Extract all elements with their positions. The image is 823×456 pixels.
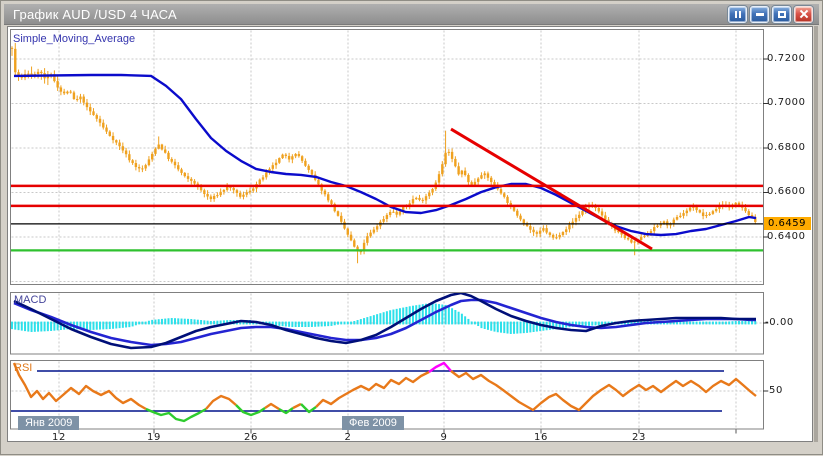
current-price-tag: 0.6459 bbox=[764, 217, 811, 230]
date-axis-label: 9 bbox=[440, 432, 448, 443]
macd-indicator-label: MACD bbox=[14, 294, 47, 306]
sma-indicator-label: Simple_Moving_Average bbox=[13, 33, 136, 45]
minimize-button[interactable] bbox=[750, 5, 769, 23]
macd-axis-label: -0.00 bbox=[765, 316, 794, 328]
date-axis-label: 16 bbox=[534, 432, 548, 443]
window-buttons bbox=[728, 5, 813, 23]
price-axis-label: 0.6400 bbox=[767, 230, 806, 242]
month-badge-jan: Янв 2009 bbox=[18, 416, 80, 430]
month-badge-feb: Фев 2009 bbox=[342, 416, 404, 430]
price-axis-label: 0.6800 bbox=[767, 141, 806, 153]
macd-chart-panel[interactable] bbox=[10, 292, 764, 355]
date-axis-label: 23 bbox=[632, 432, 646, 443]
titlebar[interactable]: График AUD /USD 4 ЧАСА bbox=[4, 4, 819, 25]
pause-icon bbox=[734, 10, 737, 18]
price-axis-label: 0.7000 bbox=[767, 97, 806, 108]
rsi-indicator-label: RSI bbox=[14, 362, 33, 374]
date-axis-label: 26 bbox=[244, 432, 258, 443]
main-chart-panel[interactable] bbox=[10, 29, 764, 285]
minimize-icon bbox=[755, 12, 764, 16]
close-button[interactable] bbox=[794, 5, 813, 23]
window-frame-edge bbox=[814, 26, 818, 442]
date-axis-label: 2 bbox=[344, 432, 352, 443]
price-axis-label: 0.6600 bbox=[767, 186, 806, 197]
price-axis-label: 0.7200 bbox=[767, 52, 806, 64]
close-icon bbox=[799, 9, 809, 19]
pause-button[interactable] bbox=[728, 5, 747, 23]
rsi-axis-label: 50 bbox=[769, 384, 783, 396]
window-title: График AUD /USD 4 ЧАСА bbox=[13, 6, 177, 22]
date-axis-label: 12 bbox=[52, 432, 66, 443]
restore-icon bbox=[777, 10, 786, 18]
date-axis-label: 19 bbox=[147, 432, 161, 443]
restore-button[interactable] bbox=[772, 5, 791, 23]
